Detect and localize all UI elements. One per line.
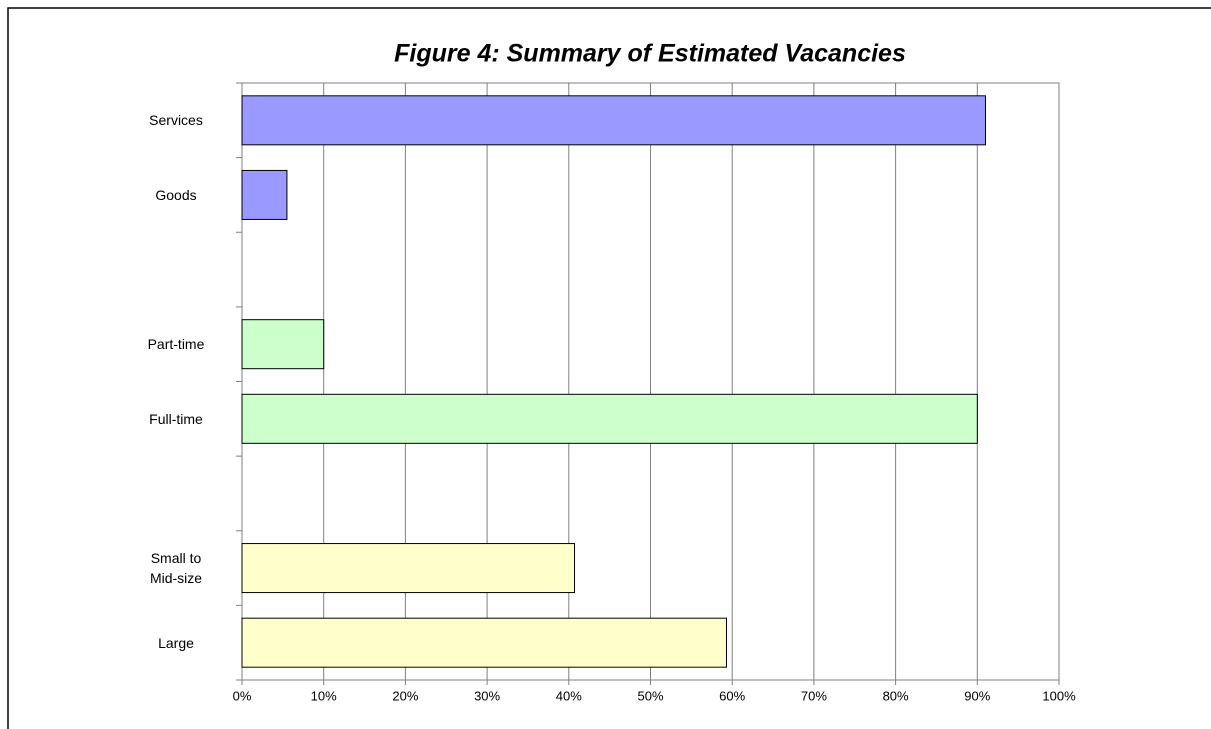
chart-title: Figure 4: Summary of Estimated Vacancies [394, 40, 906, 68]
bar [241, 319, 325, 370]
y-tick-label: Goods [155, 186, 197, 203]
y-tick-label: Small to Mid-size [149, 550, 203, 587]
x-tick-label: 20% [392, 688, 418, 703]
x-tick-label: 10% [311, 688, 337, 703]
bar [241, 95, 986, 146]
x-tick-label: 40% [556, 688, 582, 703]
y-tick-label: Large [158, 634, 194, 651]
x-tick-label: 0% [233, 688, 252, 703]
y-tick-label: Services [149, 112, 203, 129]
x-tick-label: 100% [1042, 688, 1076, 703]
x-tick-label: 60% [719, 688, 745, 703]
x-tick-label: 30% [474, 688, 500, 703]
x-tick-label: 80% [883, 688, 909, 703]
y-tick-label: Full-time [149, 410, 203, 427]
y-tick-label: Part-time [147, 336, 205, 353]
bar [241, 543, 576, 594]
bar [241, 169, 288, 220]
x-tick-label: 90% [964, 688, 990, 703]
bar [241, 617, 727, 668]
x-tick-label: 50% [637, 688, 663, 703]
x-tick-label: 70% [801, 688, 827, 703]
bar [241, 393, 978, 444]
